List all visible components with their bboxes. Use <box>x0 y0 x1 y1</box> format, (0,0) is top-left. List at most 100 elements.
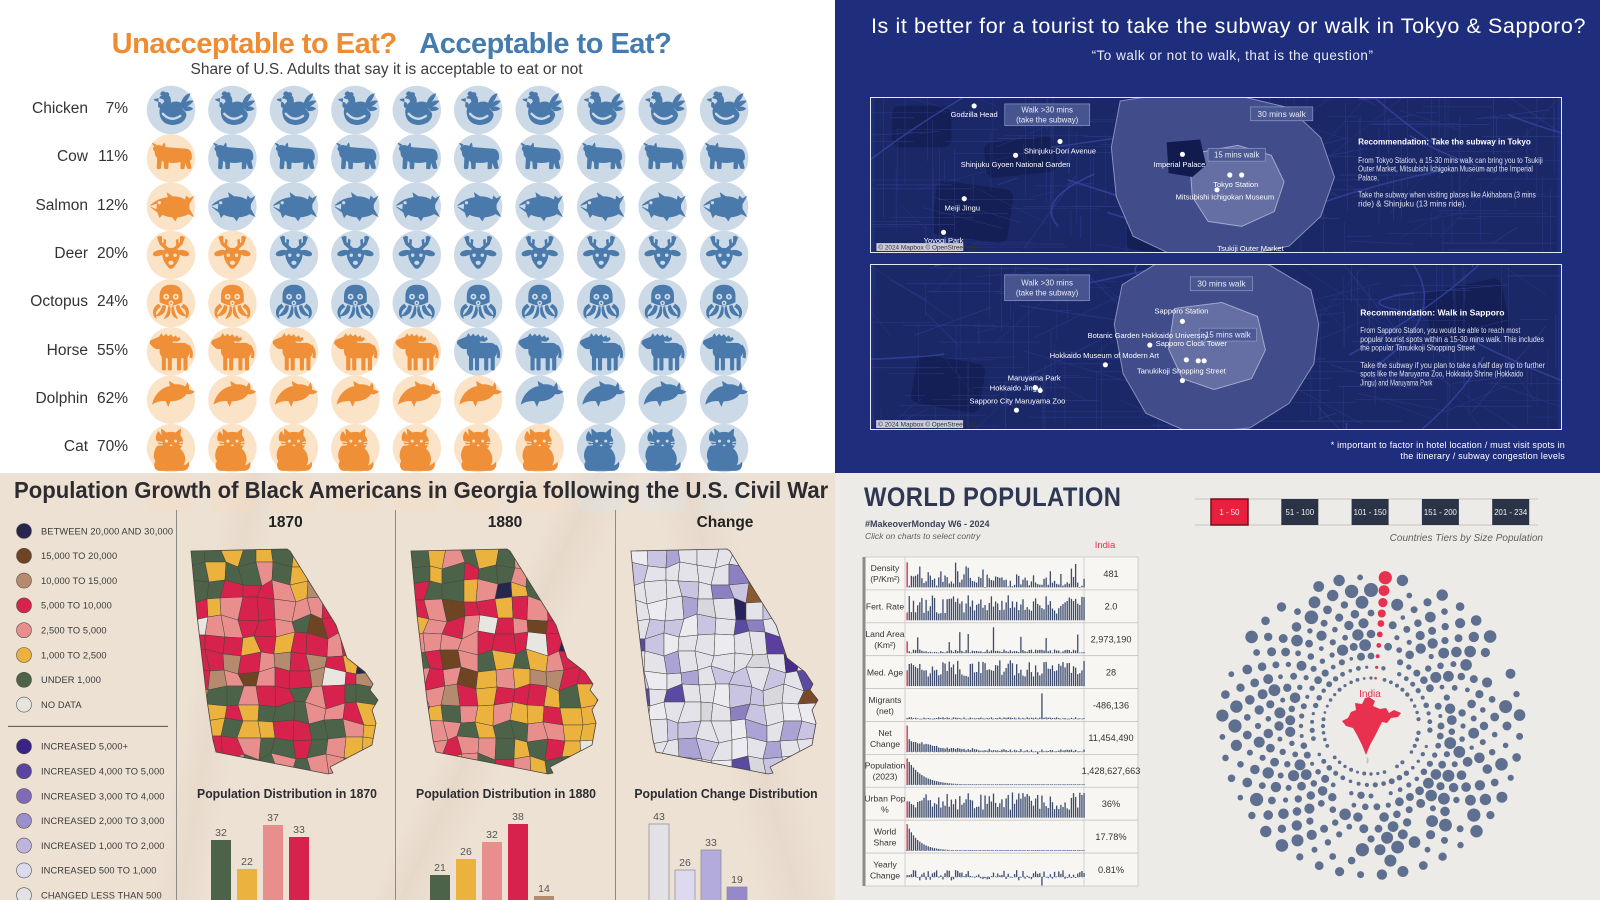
svg-text:1,000 TO 2,500: 1,000 TO 2,500 <box>41 650 107 660</box>
svg-text:Palace.: Palace. <box>1358 173 1379 182</box>
svg-text:2,500 TO 5,000: 2,500 TO 5,000 <box>41 626 107 636</box>
svg-text:Botanic Garden Hokkaido Univer: Botanic Garden Hokkaido University <box>1088 331 1209 340</box>
svg-text:Mitsubishi Ichigokan Museum: Mitsubishi Ichigokan Museum <box>1176 193 1274 202</box>
svg-text:From Sapporo Station, you woul: From Sapporo Station, you would be able … <box>1360 326 1521 335</box>
svg-text:30 mins walk: 30 mins walk <box>1197 279 1246 289</box>
svg-text:CHANGED LESS THAN 500: CHANGED LESS THAN 500 <box>41 891 162 900</box>
svg-text:Hokkaido Museum of Modern Art: Hokkaido Museum of Modern Art <box>1050 351 1160 360</box>
svg-text:14: 14 <box>538 883 550 895</box>
svg-text:Take the subway when visiting: Take the subway when visiting places lik… <box>1358 191 1536 200</box>
svg-text:Yoyogi Park: Yoyogi Park <box>924 236 964 245</box>
svg-text:10,000 TO 15,000: 10,000 TO 15,000 <box>41 576 117 586</box>
svg-text:spots like the Maruyama Zoo, H: spots like the Maruyama Zoo, Hokkaido Sh… <box>1360 370 1524 379</box>
svg-text:World: World <box>874 826 897 836</box>
svg-text:Sapporo Clock Tower: Sapporo Clock Tower <box>1156 339 1228 348</box>
svg-text:© 2024 Mapbox © OpenStreetMap: © 2024 Mapbox © OpenStreetMap <box>878 421 977 429</box>
svg-text:Urban Pop: Urban Pop <box>864 794 905 804</box>
svg-text:0.81%: 0.81% <box>1098 865 1124 875</box>
svg-text:INCREASED 2,000 TO 3,000: INCREASED 2,000 TO 3,000 <box>41 816 165 826</box>
svg-text:Take the subway if you plan to: Take the subway if you plan to take a ha… <box>1360 361 1545 370</box>
svg-text:2,973,190: 2,973,190 <box>1091 635 1132 645</box>
svg-text:37: 37 <box>267 812 279 824</box>
svg-text:2.0: 2.0 <box>1105 602 1118 612</box>
svg-text:From Tokyo Station, a 15-30 mi: From Tokyo Station, a 15-30 mins walk ca… <box>1358 156 1543 165</box>
svg-text:Outer Market, Mitsubishi Ichig: Outer Market, Mitsubishi Ichigokan Museu… <box>1358 165 1533 174</box>
svg-text:Share: Share <box>874 837 897 847</box>
svg-text:UNDER 1,000: UNDER 1,000 <box>41 675 101 685</box>
svg-text:© 2024 Mapbox © OpenStreetMap: © 2024 Mapbox © OpenStreetMap <box>878 244 977 252</box>
svg-text:Recommendation: Take the subwa: Recommendation: Take the subway in Tokyo <box>1358 136 1531 146</box>
svg-text:19: 19 <box>731 874 743 886</box>
svg-text:32: 32 <box>486 829 498 841</box>
svg-text:Godzilla Head: Godzilla Head <box>951 110 998 119</box>
svg-text:Land Area: Land Area <box>865 629 904 639</box>
svg-text:33: 33 <box>705 837 717 849</box>
svg-text:Walk >30 mins: Walk >30 mins <box>1021 106 1073 115</box>
svg-text:INCREASED 4,000 TO 5,000: INCREASED 4,000 TO 5,000 <box>41 767 165 777</box>
svg-text:Fert. Rate: Fert. Rate <box>866 602 904 612</box>
svg-text:15 mins walk: 15 mins walk <box>1205 330 1251 339</box>
svg-text:Countries Tiers by Size Popula: Countries Tiers by Size Population <box>1390 533 1544 544</box>
svg-text:INCREASED 500 TO 1,000: INCREASED 500 TO 1,000 <box>41 866 157 876</box>
svg-text:11,454,490: 11,454,490 <box>1088 733 1133 743</box>
svg-text:Change: Change <box>870 739 900 749</box>
svg-text:Walk >30 mins: Walk >30 mins <box>1021 279 1073 288</box>
svg-text:1 - 50: 1 - 50 <box>1220 508 1241 517</box>
svg-text:Migrants: Migrants <box>869 695 902 705</box>
svg-text:NO DATA: NO DATA <box>41 700 82 710</box>
svg-text:15,000 TO 20,000: 15,000 TO 20,000 <box>41 551 117 561</box>
svg-text:Shinjuku-Dori Avenue: Shinjuku-Dori Avenue <box>1024 146 1096 155</box>
svg-text:INCREASED 3,000 TO 4,000: INCREASED 3,000 TO 4,000 <box>41 791 165 801</box>
svg-text:21: 21 <box>434 862 446 874</box>
svg-text:(take the subway): (take the subway) <box>1016 115 1079 124</box>
svg-text:%: % <box>881 805 889 815</box>
svg-text:5,000 TO 10,000: 5,000 TO 10,000 <box>41 601 112 611</box>
svg-text:the popular Tanukikoji Shoppin: the popular Tanukikoji Shopping Street <box>1360 344 1475 353</box>
svg-text:Density: Density <box>871 563 900 573</box>
svg-text:22: 22 <box>241 856 253 868</box>
svg-text:481: 481 <box>1103 569 1118 579</box>
svg-text:Imperial Palace: Imperial Palace <box>1154 160 1206 169</box>
svg-text:Meiji Jingu: Meiji Jingu <box>945 204 980 213</box>
svg-text:17.78%: 17.78% <box>1095 832 1126 842</box>
svg-text:INCREASED 1,000 TO 2,000: INCREASED 1,000 TO 2,000 <box>41 841 165 851</box>
svg-text:32: 32 <box>215 827 227 839</box>
svg-text:(P/Km²): (P/Km²) <box>870 574 900 584</box>
svg-text:30 mins walk: 30 mins walk <box>1257 109 1306 119</box>
svg-text:Change: Change <box>870 870 900 880</box>
svg-text:Hokkaido Jingu: Hokkaido Jingu <box>990 383 1041 392</box>
svg-text:Shinjuku Gyoen National Garden: Shinjuku Gyoen National Garden <box>961 160 1071 169</box>
svg-text:15 mins walk: 15 mins walk <box>1214 151 1260 160</box>
svg-text:-486,136: -486,136 <box>1093 700 1129 710</box>
svg-text:51 - 100: 51 - 100 <box>1285 508 1314 517</box>
svg-text:101 - 150: 101 - 150 <box>1354 508 1388 517</box>
svg-text:Population: Population <box>865 761 906 771</box>
svg-text:33: 33 <box>293 824 305 836</box>
svg-text:38: 38 <box>512 811 524 823</box>
svg-text:popular tourist spots within a: popular tourist spots within a 15-30 min… <box>1360 335 1544 344</box>
svg-text:1,428,627,663: 1,428,627,663 <box>1082 766 1141 776</box>
svg-text:43: 43 <box>653 811 665 823</box>
svg-text:Recommendation: Walk in Sappor: Recommendation: Walk in Sapporo <box>1360 307 1504 317</box>
svg-text:Sapporo Station: Sapporo Station <box>1155 306 1209 315</box>
svg-text:Net: Net <box>878 728 892 738</box>
svg-text:36%: 36% <box>1102 799 1120 809</box>
svg-text:26: 26 <box>679 857 691 869</box>
svg-text:151 - 200: 151 - 200 <box>1424 508 1458 517</box>
svg-text:26: 26 <box>460 846 472 858</box>
svg-text:201 - 234: 201 - 234 <box>1494 508 1528 517</box>
svg-text:(2023): (2023) <box>873 772 898 782</box>
svg-text:Tsukiji Outer Market: Tsukiji Outer Market <box>1217 244 1284 253</box>
svg-text:Yearly: Yearly <box>873 859 897 869</box>
svg-text:India: India <box>1359 689 1381 700</box>
svg-text:Sapporo City Maruyama Zoo: Sapporo City Maruyama Zoo <box>969 396 1065 405</box>
svg-text:Med. Age: Med. Age <box>867 667 904 677</box>
svg-text:Maruyama Park: Maruyama Park <box>1008 374 1061 383</box>
svg-text:(net): (net) <box>876 706 894 716</box>
svg-text:(take the subway): (take the subway) <box>1016 288 1079 297</box>
svg-text:(Km²): (Km²) <box>874 640 896 650</box>
svg-text:BETWEEN 20,000 AND 30,000: BETWEEN 20,000 AND 30,000 <box>41 526 173 536</box>
svg-text:ride) & Shinjuku (13 mins ride: ride) & Shinjuku (13 mins ride). <box>1358 199 1467 208</box>
svg-text:Jingu) and Maruyama Park: Jingu) and Maruyama Park <box>1360 378 1432 387</box>
svg-text:Tanukikoji Shopping Street: Tanukikoji Shopping Street <box>1137 367 1227 376</box>
